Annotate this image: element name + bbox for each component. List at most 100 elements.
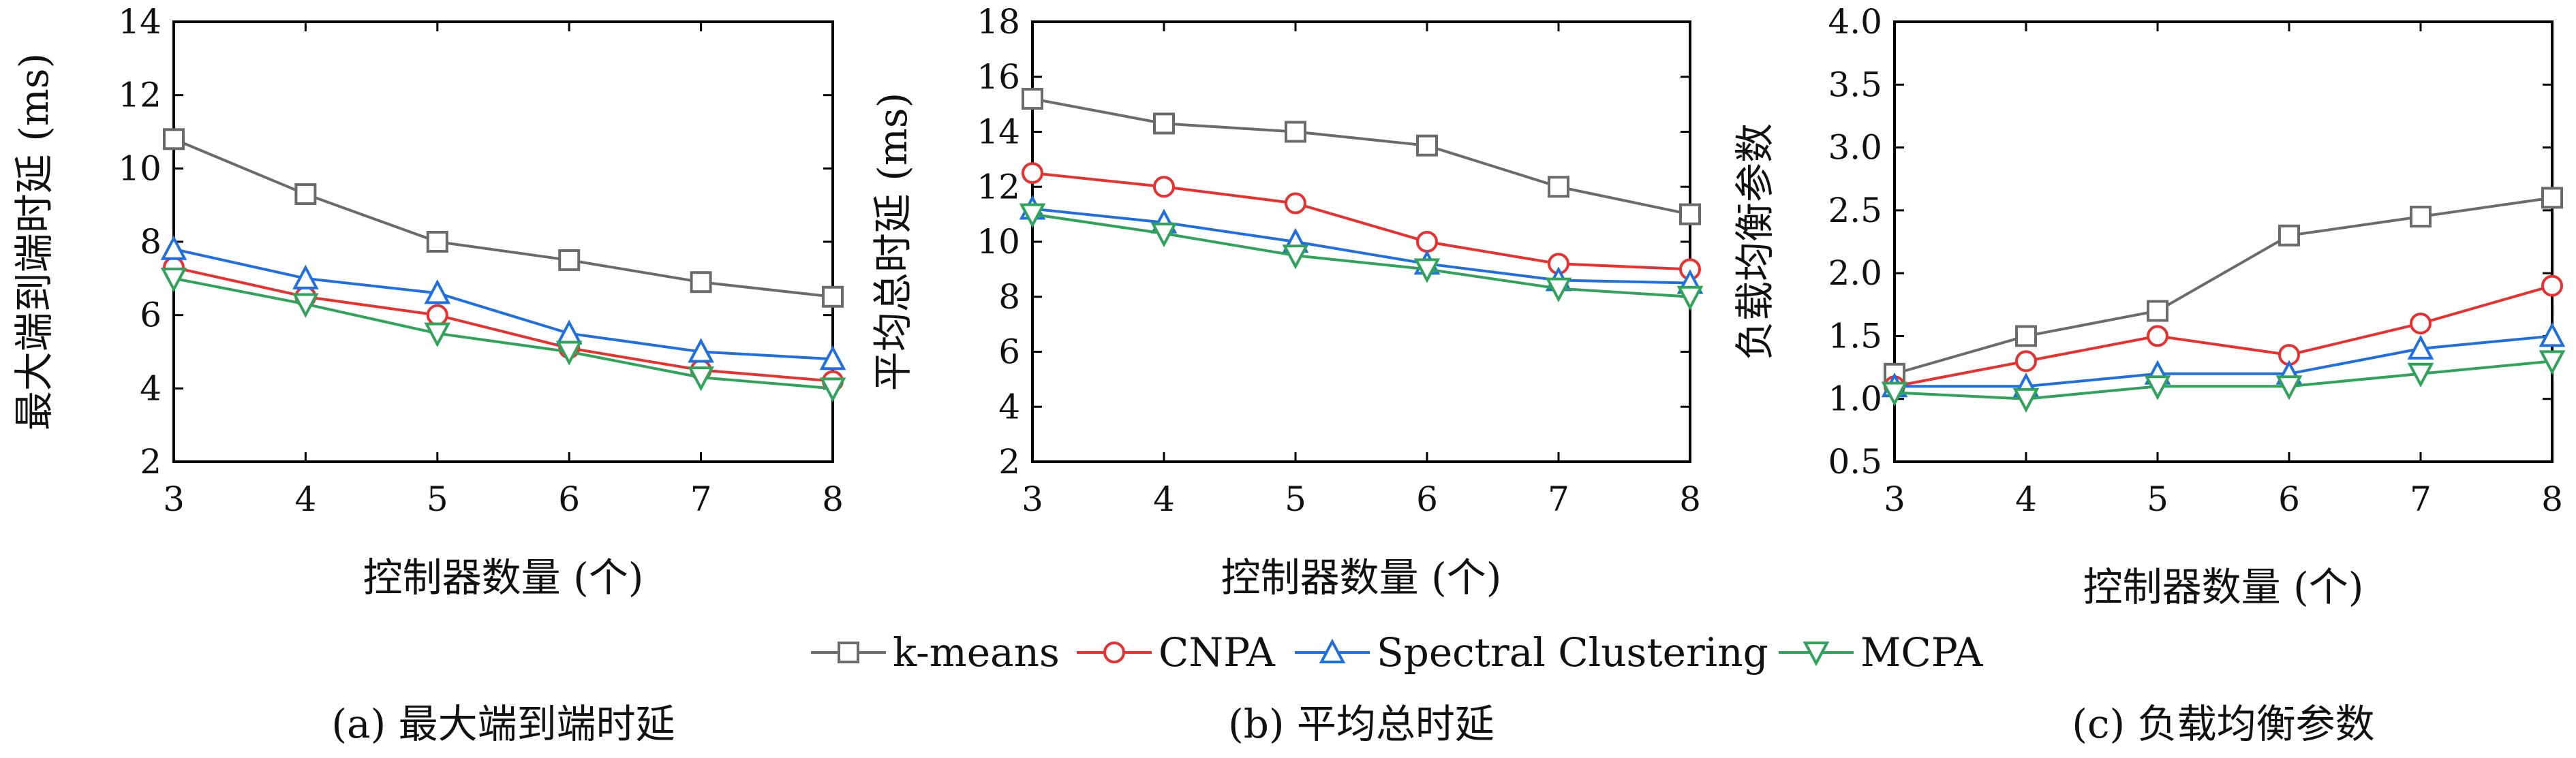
x-axis-label: 控制器数量 (个) (1221, 554, 1502, 601)
y-tick-label: 14 (118, 2, 162, 42)
x-tick-label: 8 (822, 479, 844, 519)
x-tick-label: 7 (2410, 479, 2432, 519)
x-tick-label: 6 (1416, 479, 1438, 519)
series-line (1894, 284, 2553, 388)
data-point (1022, 88, 1043, 110)
panel-caption: (a) 最大端到端时延 (331, 701, 675, 747)
y-tick-label: 8 (998, 277, 1020, 317)
data-point (1676, 285, 1704, 311)
series-spectral-clustering (1019, 195, 1704, 294)
x-tick-label: 7 (690, 479, 712, 519)
y-tick-label: 2.5 (1828, 191, 1882, 230)
data-point (2012, 388, 2040, 413)
series-line (1032, 97, 1691, 216)
series-line (1032, 212, 1691, 298)
x-tick-label: 3 (1884, 479, 1905, 519)
series-mcpa (160, 267, 846, 402)
legend-marker (1319, 638, 1346, 663)
data-point (2541, 274, 2563, 297)
data-point (1416, 231, 1438, 253)
data-point (555, 319, 583, 345)
y-tick-label: 18 (977, 2, 1020, 42)
legend: k-means CNPA Spectral Clustering MCPA (811, 629, 1983, 676)
y-tick-label: 14 (977, 112, 1020, 152)
series-line (1032, 207, 1691, 285)
legend-label: MCPA (1860, 629, 1983, 676)
data-point (1153, 112, 1175, 135)
series-k-means (1884, 187, 2563, 385)
data-point (2407, 362, 2434, 388)
data-point (1019, 203, 1046, 228)
y-tick-label: 6 (998, 332, 1020, 372)
data-point (2539, 350, 2566, 375)
data-point (1416, 134, 1438, 157)
series-k-means (1022, 88, 1701, 225)
data-point (2147, 325, 2168, 347)
y-tick-label: 4.0 (1828, 2, 1882, 42)
data-point (1153, 176, 1175, 198)
series-line (173, 277, 833, 390)
series-mcpa (1019, 203, 1704, 311)
x-tick-label: 8 (1679, 479, 1701, 519)
data-point (2015, 350, 2037, 373)
data-point (426, 304, 448, 326)
x-tick-label: 6 (2278, 479, 2300, 519)
data-point (294, 183, 317, 206)
x-tick-label: 5 (2147, 479, 2168, 519)
x-axis-label: 控制器数量 (个) (2083, 564, 2364, 610)
x-axis-label: 控制器数量 (个) (363, 554, 644, 601)
data-point (160, 235, 187, 260)
data-point (292, 293, 319, 318)
y-axis-label: 最大端到端时延 (ms) (11, 53, 57, 430)
y-tick-label: 6 (140, 296, 162, 335)
data-point (1881, 381, 1908, 407)
y-tick-label: 3.0 (1828, 128, 1882, 168)
y-tick-label: 10 (977, 222, 1020, 262)
legend-label: CNPA (1159, 629, 1276, 676)
plot-frame (1893, 20, 2554, 463)
x-tick-label: 5 (427, 479, 448, 519)
data-point (819, 377, 846, 402)
chart-panel-2: 0.5 1.0 1.5 2.0 2.5 3.0 3.5 4.0 3 4 5 6 7 8 控制器数量 (个) 负… (1732, 2, 2566, 747)
data-point (2410, 312, 2432, 334)
data-point (688, 338, 714, 363)
x-tick-label: 7 (1548, 479, 1569, 519)
data-point (426, 231, 448, 253)
y-tick-label: 2 (998, 442, 1020, 481)
series-mcpa (1881, 350, 2566, 413)
series-line (173, 138, 833, 298)
series-line (1895, 334, 2553, 388)
x-tick-label: 3 (163, 479, 185, 519)
data-point (2275, 375, 2303, 400)
data-point (558, 249, 581, 271)
plot-frame (1031, 20, 1691, 463)
series-cnpa (1022, 162, 1701, 281)
data-point (2407, 334, 2434, 360)
series-k-means (163, 128, 844, 308)
y-tick-label: 1.0 (1828, 379, 1882, 419)
series-line (1032, 172, 1691, 271)
plot-frame (172, 20, 834, 463)
x-tick-label: 4 (294, 479, 316, 519)
legend-marker (1803, 642, 1830, 667)
data-point (690, 271, 712, 294)
data-point (2144, 375, 2171, 400)
y-tick-label: 2 (140, 442, 162, 481)
panel-caption: (b) 平均总时延 (1228, 701, 1494, 747)
y-tick-label: 4 (998, 387, 1020, 426)
series-line (1894, 196, 2553, 375)
data-point (1548, 176, 1569, 198)
data-point (160, 267, 187, 293)
chart-panel-1: 2 4 6 8 10 12 14 16 18 3 4 5 6 7 8 控制器数量 (个) 平均总时延 (ms) (… (870, 2, 1704, 747)
y-tick-label: 12 (118, 76, 162, 115)
data-point (292, 264, 319, 289)
x-tick-label: 4 (2015, 479, 2037, 519)
y-tick-label: 2.0 (1828, 253, 1882, 293)
y-tick-label: 16 (977, 57, 1020, 97)
data-point (2015, 325, 2037, 347)
x-tick-label: 4 (1153, 479, 1175, 519)
legend-item: CNPA (1077, 629, 1276, 676)
data-point (2147, 300, 2168, 322)
data-point (1285, 121, 1306, 143)
data-point (1150, 222, 1178, 248)
